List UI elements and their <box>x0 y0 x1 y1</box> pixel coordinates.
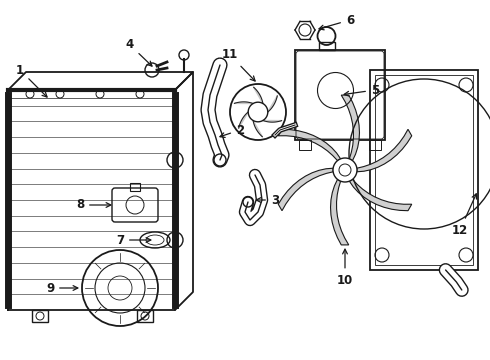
Text: 9: 9 <box>46 282 78 294</box>
Text: 12: 12 <box>452 194 476 237</box>
Polygon shape <box>349 179 412 211</box>
Polygon shape <box>278 129 341 161</box>
Polygon shape <box>357 129 412 172</box>
Polygon shape <box>278 168 333 211</box>
Polygon shape <box>239 112 248 128</box>
Polygon shape <box>234 102 253 104</box>
Text: 7: 7 <box>116 234 151 247</box>
Text: 5: 5 <box>344 84 379 96</box>
Text: 8: 8 <box>76 198 111 211</box>
Text: 3: 3 <box>256 194 279 207</box>
Bar <box>295 50 385 140</box>
Polygon shape <box>253 121 262 137</box>
Text: 10: 10 <box>337 249 353 287</box>
Text: 6: 6 <box>319 13 354 30</box>
Text: 11: 11 <box>222 49 255 81</box>
Polygon shape <box>341 95 360 161</box>
Bar <box>369 140 381 150</box>
Bar <box>299 140 311 150</box>
Polygon shape <box>254 87 263 104</box>
Text: 4: 4 <box>126 39 152 66</box>
Bar <box>130 183 140 191</box>
Bar <box>137 310 153 322</box>
Bar <box>375 75 473 265</box>
Circle shape <box>333 158 357 182</box>
Bar <box>370 70 478 270</box>
Polygon shape <box>263 121 282 122</box>
Bar <box>318 42 335 50</box>
Bar <box>32 310 48 322</box>
Polygon shape <box>268 96 277 112</box>
Polygon shape <box>331 179 349 245</box>
Text: 2: 2 <box>220 123 244 138</box>
Text: 1: 1 <box>16 63 47 97</box>
